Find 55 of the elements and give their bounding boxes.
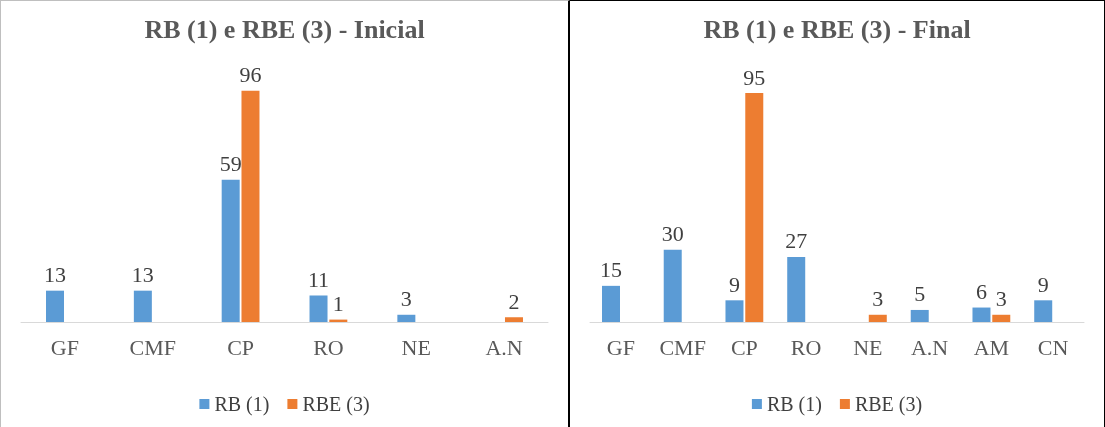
data-label: 3 — [400, 286, 412, 312]
x-tick-label: GF — [50, 334, 79, 360]
legend-label: RBE (3) — [302, 393, 370, 416]
bar — [1034, 300, 1053, 322]
data-label: 95 — [743, 64, 766, 90]
data-label: 11 — [307, 266, 330, 292]
bar — [868, 314, 887, 322]
legend-label: RBE (3) — [854, 393, 923, 416]
bar — [601, 285, 620, 322]
data-label: 96 — [239, 62, 262, 88]
data-label: 59 — [219, 151, 242, 177]
bar — [972, 307, 991, 322]
chart-title: RB (1) e RBE (3) - Final — [703, 14, 971, 44]
bar — [910, 309, 929, 322]
bar — [133, 290, 152, 322]
bar — [787, 256, 806, 322]
data-label: 13 — [44, 262, 67, 288]
bar — [663, 249, 682, 322]
bar — [46, 290, 65, 322]
data-label: 6 — [975, 279, 987, 305]
x-tick-label: CN — [1037, 334, 1069, 360]
legend-label: RB (1) — [214, 393, 270, 416]
data-label: 15 — [599, 257, 622, 283]
data-label: 13 — [131, 262, 154, 288]
legend-label: RB (1) — [766, 393, 822, 416]
x-tick-label: RO — [313, 334, 344, 360]
bar — [745, 93, 764, 322]
data-label: 27 — [785, 228, 808, 254]
data-label: 9 — [1037, 271, 1049, 297]
x-tick-label: RO — [790, 334, 822, 360]
data-label: 9 — [728, 271, 740, 297]
data-label: 3 — [872, 286, 884, 312]
x-tick-label: NE — [401, 334, 431, 360]
x-tick-label: NE — [853, 334, 883, 360]
data-label: 5 — [914, 281, 926, 307]
data-label: 3 — [995, 286, 1007, 312]
x-tick-label: AM — [973, 334, 1010, 360]
x-tick-label: CP — [227, 334, 255, 360]
data-label: 30 — [661, 221, 684, 247]
x-tick-label: CMF — [129, 334, 176, 360]
bar — [725, 300, 744, 322]
bar — [221, 179, 240, 322]
x-tick-label: CMF — [659, 334, 706, 360]
x-tick-label: A.N — [485, 334, 523, 360]
bar — [504, 317, 523, 322]
bar — [309, 295, 328, 322]
x-tick-label: A.N — [910, 334, 949, 360]
data-label: 1 — [332, 291, 344, 317]
bar — [992, 314, 1011, 322]
data-label: 2 — [508, 288, 520, 314]
bar — [241, 90, 260, 322]
chart-title: RB (1) e RBE (3) - Inicial — [144, 14, 425, 44]
x-tick-label: GF — [606, 334, 635, 360]
x-tick-label: CP — [730, 334, 758, 360]
bar — [397, 314, 416, 322]
